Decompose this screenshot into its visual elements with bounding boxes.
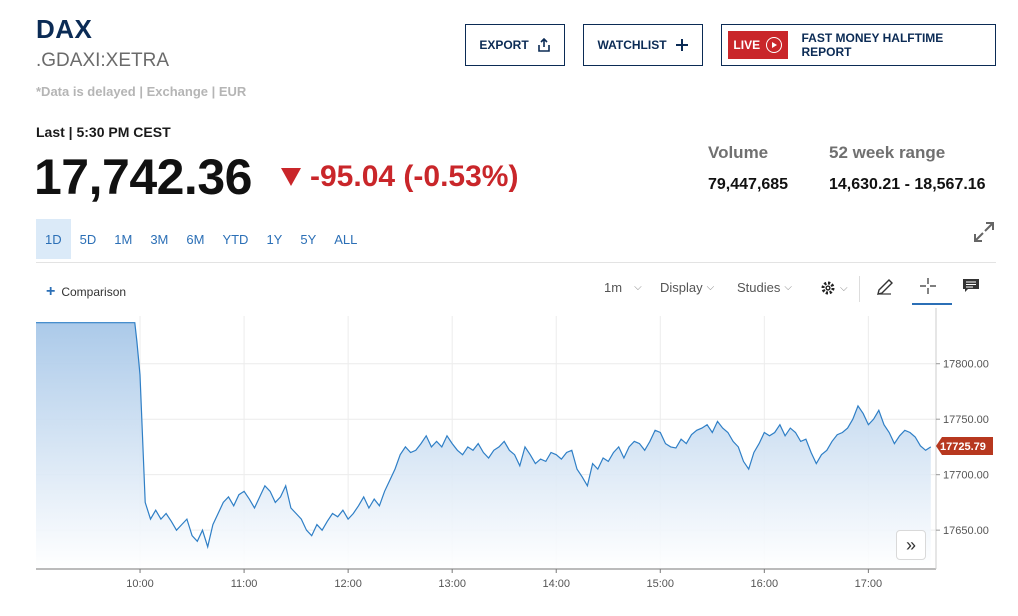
last-price: 17,742.36 bbox=[34, 149, 252, 205]
double-chevron-right-icon: » bbox=[905, 534, 916, 555]
tab-range-5y[interactable]: 5Y bbox=[300, 231, 317, 247]
chevron-down-icon: ⌵ bbox=[706, 282, 715, 293]
display-label: Display bbox=[660, 280, 703, 295]
export-button[interactable]: EXPORT bbox=[465, 24, 565, 66]
x-tick-label: 12:00 bbox=[334, 578, 362, 590]
volume-label: Volume bbox=[708, 143, 769, 162]
x-tick-label: 14:00 bbox=[542, 578, 570, 590]
pencil-icon[interactable] bbox=[875, 277, 895, 297]
comment-icon[interactable] bbox=[962, 278, 980, 294]
export-label: EXPORT bbox=[479, 38, 529, 52]
display-dropdown[interactable]: Display ⌵ bbox=[660, 280, 714, 295]
tab-range-1y[interactable]: 1Y bbox=[266, 231, 283, 247]
price-area bbox=[36, 322, 931, 569]
live-stream-button[interactable]: LIVE FAST MONEY HALFTIME REPORT bbox=[721, 24, 996, 66]
chevron-down-icon: ⌵ bbox=[840, 282, 848, 294]
chevron-down-icon: ⌵ bbox=[634, 282, 642, 293]
y-tick-label: 17800.00 bbox=[943, 359, 989, 371]
x-tick-label: 16:00 bbox=[751, 578, 779, 590]
crosshair-icon[interactable] bbox=[918, 276, 938, 296]
tab-range-1m[interactable]: 1M bbox=[114, 231, 133, 247]
tab-range-ytd[interactable]: YTD bbox=[222, 231, 249, 247]
price-line bbox=[36, 322, 932, 550]
y-tick-label: 17700.00 bbox=[943, 470, 989, 482]
x-tick-label: 10:00 bbox=[126, 578, 154, 590]
studies-label: Studies bbox=[737, 280, 781, 295]
current-price-label: 17725.79 bbox=[940, 441, 986, 453]
live-show-title: FAST MONEY HALFTIME REPORT bbox=[801, 31, 944, 59]
y-tick-label: 17750.00 bbox=[943, 414, 989, 426]
tab-range-3m[interactable]: 3M bbox=[150, 231, 169, 247]
tab-range-1d[interactable]: 1D bbox=[36, 219, 71, 259]
watchlist-label: WATCHLIST bbox=[597, 38, 667, 52]
tab-range-6m[interactable]: 6M bbox=[186, 231, 205, 247]
crosshair-active-indicator bbox=[912, 303, 952, 305]
week-range-value: 14,630.21 - 18,567.16 bbox=[829, 176, 986, 193]
interval-dropdown[interactable]: 1m ⌵ bbox=[604, 280, 642, 295]
chevron-down-icon: ⌵ bbox=[784, 282, 792, 293]
plus-icon bbox=[675, 39, 688, 51]
x-tick-label: 17:00 bbox=[855, 578, 883, 590]
symbol-title: DAX bbox=[36, 14, 93, 44]
header-divider bbox=[36, 262, 996, 263]
expand-icon[interactable] bbox=[972, 220, 996, 244]
exchange-symbol: .GDAXI:XETRA bbox=[36, 50, 170, 71]
tab-range-5d[interactable]: 5D bbox=[79, 231, 97, 247]
price-change: -95.04 (-0.53%) bbox=[310, 160, 519, 193]
share-icon bbox=[537, 38, 550, 52]
x-tick-label: 11:00 bbox=[231, 578, 258, 590]
plus-icon: + bbox=[46, 283, 56, 300]
tab-range-all[interactable]: ALL bbox=[334, 231, 358, 247]
last-updated: Last | 5:30 PM CEST bbox=[36, 124, 171, 140]
scroll-to-latest-button[interactable]: » bbox=[896, 530, 926, 560]
current-price-tag: 17725.79 bbox=[936, 437, 993, 456]
volume-value: 79,447,685 bbox=[708, 176, 789, 193]
price-chart[interactable]: 10:00 11:00 12:00 13:00 14:00 15:00 16:00 17:00… bbox=[0, 308, 1018, 616]
down-arrow-icon bbox=[281, 168, 301, 186]
live-badge: LIVE bbox=[728, 31, 788, 59]
gear-icon bbox=[821, 281, 835, 295]
comparison-button[interactable]: + Comparison bbox=[46, 283, 126, 301]
live-label: LIVE bbox=[733, 38, 761, 52]
x-tick-label: 15:00 bbox=[647, 578, 675, 590]
toolbar-separator bbox=[859, 276, 860, 302]
settings-dropdown[interactable]: ⌵ bbox=[820, 280, 848, 296]
x-tick-label: 13:00 bbox=[438, 578, 466, 590]
play-icon bbox=[766, 37, 783, 53]
comparison-label: Comparison bbox=[61, 285, 127, 299]
y-tick-label: 17650.00 bbox=[943, 525, 989, 537]
interval-label: 1m bbox=[604, 280, 623, 295]
watchlist-button[interactable]: WATCHLIST bbox=[583, 24, 703, 66]
studies-dropdown[interactable]: Studies ⌵ bbox=[737, 280, 792, 295]
time-range-tabs: 1D 5D 1M 3M 6M YTD 1Y 5Y ALL bbox=[36, 219, 366, 259]
delayed-note: *Data is delayed | Exchange | EUR bbox=[36, 84, 247, 99]
week-range-label: 52 week range bbox=[829, 143, 946, 162]
